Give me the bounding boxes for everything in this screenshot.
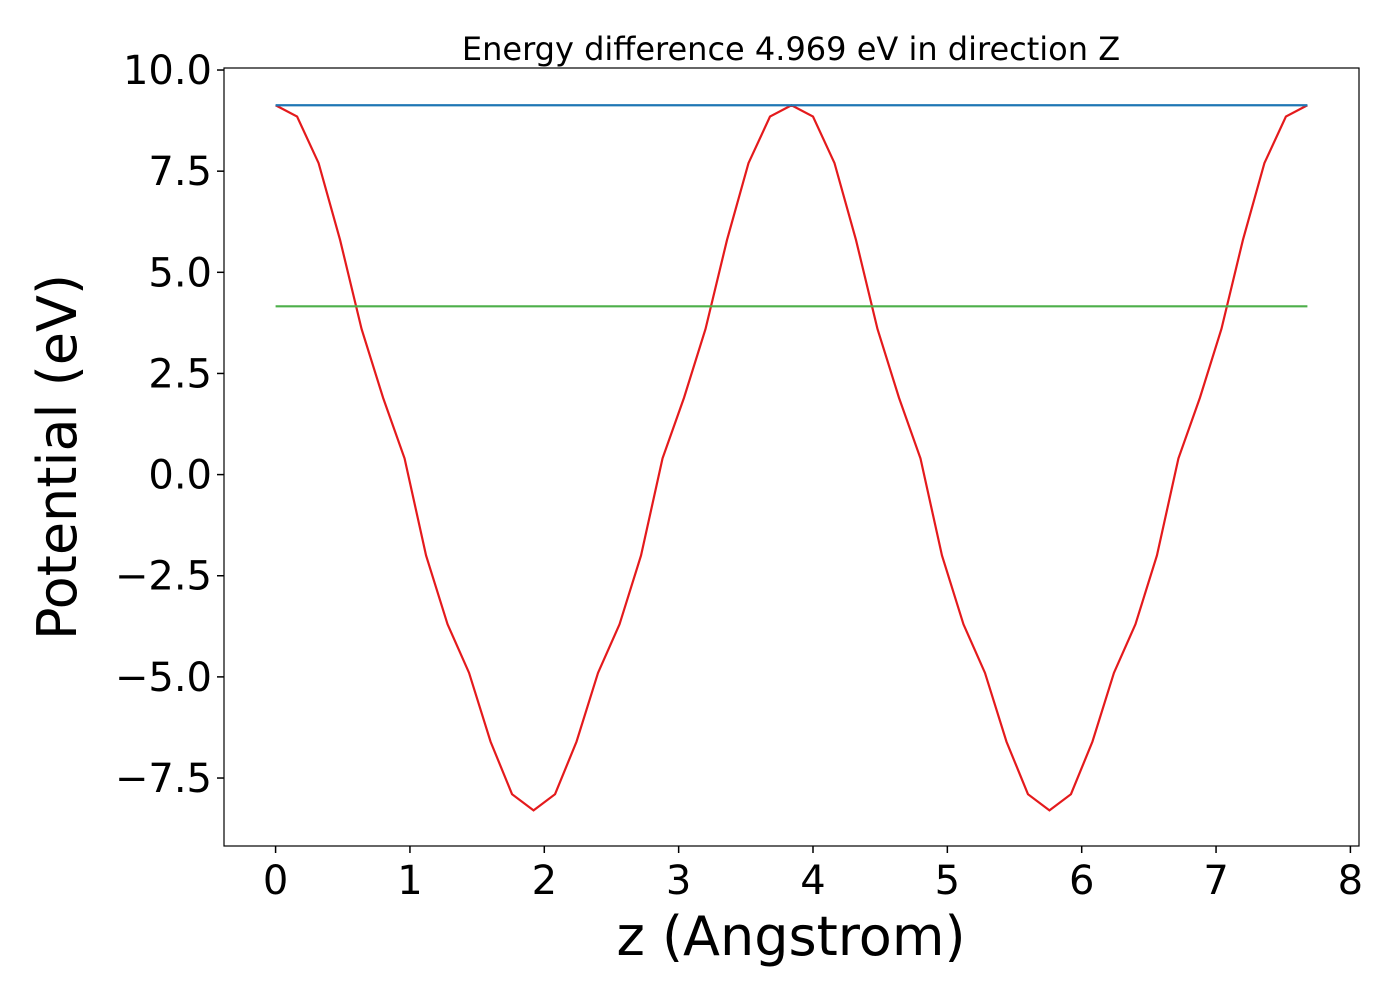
y-tick-label: 10.0	[123, 48, 212, 94]
x-tick-label: 0	[263, 858, 288, 904]
x-tick-label: 1	[397, 858, 422, 904]
y-tick-label: −7.5	[115, 756, 212, 802]
x-tick-label: 3	[666, 858, 691, 904]
x-tick-label: 6	[1069, 858, 1094, 904]
x-axis-label: z (Angstrom)	[616, 905, 965, 968]
plot-frame	[223, 67, 1360, 847]
y-tick-label: 7.5	[148, 149, 212, 195]
y-tick-label: 2.5	[148, 351, 212, 397]
y-axis-label: Potential (eV)	[26, 274, 89, 640]
x-tick-label: 5	[935, 858, 960, 904]
y-tick-label: 0.0	[148, 453, 212, 499]
x-tick-label: 4	[800, 858, 825, 904]
y-tick-label: 5.0	[148, 250, 212, 296]
x-tick-label: 7	[1203, 858, 1228, 904]
chart-title: Energy difference 4.969 eV in direction …	[462, 30, 1120, 68]
x-tick-label: 8	[1338, 858, 1363, 904]
y-tick-label: −2.5	[115, 554, 212, 600]
y-tick-label: −5.0	[115, 655, 212, 701]
x-tick-label: 2	[532, 858, 557, 904]
